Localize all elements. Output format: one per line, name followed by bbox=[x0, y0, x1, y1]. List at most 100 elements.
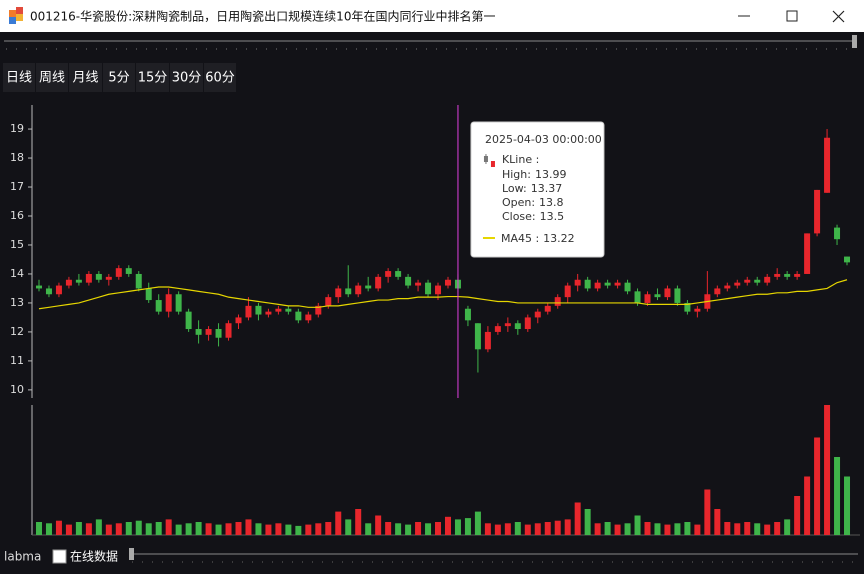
volume-bar bbox=[834, 457, 841, 535]
period-toolbar: 日线 周线 月线 5分 15分 30分 60分 bbox=[3, 63, 236, 92]
range-slider[interactable] bbox=[4, 35, 857, 50]
button-label: 60分 bbox=[205, 71, 235, 86]
candle-body bbox=[325, 297, 332, 306]
volume-bar bbox=[235, 522, 242, 535]
volume-bar bbox=[564, 519, 571, 535]
volume-bar bbox=[454, 519, 461, 535]
candle-body bbox=[524, 317, 531, 330]
candle-body bbox=[345, 288, 352, 295]
volume-bar bbox=[484, 523, 491, 535]
period-button[interactable]: 30分 bbox=[170, 63, 203, 92]
volume-bar bbox=[514, 522, 521, 535]
volume-bar bbox=[375, 515, 382, 535]
volume-bar bbox=[494, 524, 501, 535]
online-checkbox[interactable] bbox=[52, 549, 67, 564]
tooltip-value: 13.99 bbox=[535, 168, 567, 181]
candle-body bbox=[654, 294, 661, 298]
candle-body bbox=[624, 282, 631, 292]
candle-body bbox=[774, 273, 781, 277]
candle-body bbox=[794, 273, 801, 277]
title-bar bbox=[0, 0, 864, 32]
candle-body bbox=[664, 288, 671, 298]
volume-bar bbox=[624, 523, 631, 535]
period-button[interactable]: 60分 bbox=[204, 63, 236, 92]
volume-bar bbox=[115, 523, 122, 535]
y-tick-label: 11 bbox=[10, 354, 24, 367]
tooltip-row: MA45 : 13.22 bbox=[501, 232, 575, 245]
candle-body bbox=[504, 323, 511, 327]
candle-body bbox=[614, 282, 621, 286]
candle-body bbox=[275, 308, 282, 312]
candle-body bbox=[824, 137, 831, 193]
tooltip-value: 13.5 bbox=[540, 210, 565, 223]
candle-body bbox=[734, 282, 741, 286]
volume-bar bbox=[674, 523, 681, 535]
volume-bar bbox=[774, 522, 781, 535]
tooltip-key: Low: bbox=[502, 182, 527, 195]
volume-bar bbox=[245, 519, 252, 535]
volume-bar bbox=[824, 405, 831, 535]
volume-bar bbox=[125, 522, 132, 535]
period-button[interactable]: 周线 bbox=[36, 63, 68, 92]
volume-bar bbox=[744, 522, 751, 535]
candle-body bbox=[385, 271, 392, 277]
candle-body bbox=[55, 285, 62, 295]
candle-body bbox=[105, 276, 112, 280]
close-button[interactable] bbox=[832, 10, 845, 23]
candle-body bbox=[155, 300, 162, 312]
plot: 10 11 12 13 14 15 16 17 18 19 bbox=[10, 105, 851, 535]
candle-body bbox=[694, 308, 701, 312]
ma-line bbox=[38, 279, 848, 310]
candle-body bbox=[425, 282, 432, 295]
candle-body bbox=[844, 256, 851, 263]
button-label: 15分 bbox=[138, 71, 168, 86]
volume-bar bbox=[844, 476, 851, 535]
volume-bar bbox=[385, 522, 392, 535]
candle-body bbox=[215, 329, 222, 338]
volume-bar bbox=[355, 509, 362, 535]
footer-label: labma bbox=[4, 550, 41, 564]
candle-body bbox=[265, 311, 272, 315]
volume-bar bbox=[145, 523, 152, 535]
volume-bar bbox=[464, 518, 471, 535]
period-button[interactable]: 15分 bbox=[136, 63, 169, 92]
volume-bar bbox=[425, 523, 432, 535]
checkbox-label: 在线数据 bbox=[70, 549, 118, 564]
window-title: 001216-华瓷股份:深耕陶瓷制品，日用陶瓷出口规模连续10年在国内同行业中排… bbox=[30, 9, 495, 24]
tooltip-date: 2025-04-03 00:00:00 bbox=[485, 133, 602, 146]
period-button[interactable]: 5分 bbox=[103, 63, 135, 92]
candle-body bbox=[514, 323, 521, 330]
period-button[interactable]: 月线 bbox=[69, 63, 102, 92]
button-label: 日线 bbox=[6, 71, 32, 86]
button-bg bbox=[36, 63, 68, 92]
candle-body bbox=[464, 308, 471, 321]
period-button[interactable]: 日线 bbox=[3, 63, 35, 92]
y-tick-label: 10 bbox=[10, 383, 24, 396]
candle-body bbox=[355, 285, 362, 295]
volume-bar bbox=[295, 525, 302, 535]
volume-bar bbox=[225, 523, 232, 535]
volume-bar bbox=[215, 524, 222, 535]
volume-bar bbox=[634, 515, 641, 535]
footer-slider-thumb[interactable] bbox=[129, 548, 134, 560]
app-icon bbox=[9, 7, 23, 24]
volume-bar bbox=[45, 523, 52, 535]
button-label: 月线 bbox=[72, 71, 98, 86]
candle-body bbox=[145, 288, 152, 301]
volume-bar bbox=[644, 522, 651, 535]
candle-body bbox=[444, 279, 451, 286]
maximize-button[interactable] bbox=[786, 10, 798, 22]
candle-body bbox=[724, 285, 731, 289]
candle-body bbox=[305, 314, 312, 321]
candle-body bbox=[35, 285, 42, 289]
candle-body bbox=[285, 308, 292, 312]
candle-body bbox=[165, 294, 172, 312]
volume-bar bbox=[175, 524, 182, 535]
tooltip-row: Open: 13.8 bbox=[502, 196, 564, 209]
volume-bar bbox=[365, 523, 372, 535]
button-bg bbox=[136, 63, 169, 92]
tooltip-icon bbox=[483, 156, 488, 162]
volume-bar bbox=[804, 476, 811, 535]
